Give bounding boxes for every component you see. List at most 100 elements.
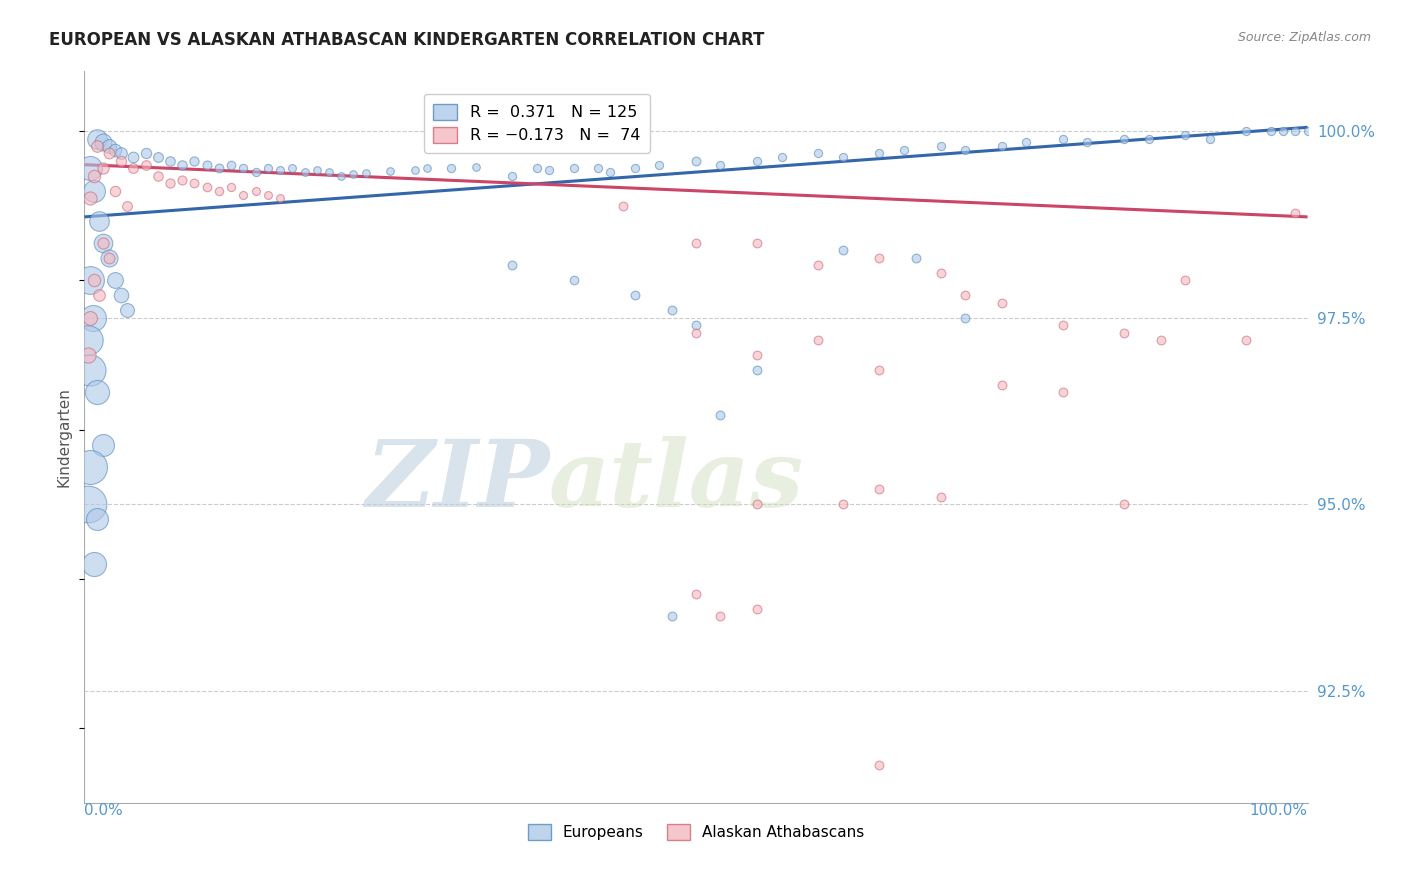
Point bbox=[91, 161, 114, 176]
Point bbox=[183, 153, 205, 168]
Point bbox=[305, 162, 328, 177]
Point bbox=[747, 235, 769, 250]
Point bbox=[79, 363, 101, 377]
Point bbox=[354, 166, 377, 180]
Point bbox=[747, 348, 769, 362]
Point bbox=[86, 512, 108, 526]
Point bbox=[869, 758, 891, 772]
Point bbox=[82, 310, 104, 325]
Point bbox=[245, 165, 267, 179]
Point bbox=[685, 587, 707, 601]
Point bbox=[1015, 135, 1038, 149]
Point bbox=[1284, 124, 1306, 138]
Point bbox=[115, 199, 138, 213]
Point bbox=[1150, 333, 1173, 347]
Point bbox=[747, 497, 769, 511]
Point bbox=[77, 348, 100, 362]
Point bbox=[416, 161, 439, 176]
Point bbox=[318, 165, 340, 179]
Point bbox=[172, 172, 194, 186]
Point bbox=[115, 303, 138, 318]
Point bbox=[257, 187, 280, 202]
Point bbox=[110, 153, 132, 168]
Point bbox=[869, 483, 891, 497]
Text: ZIP: ZIP bbox=[366, 436, 550, 526]
Point bbox=[661, 303, 683, 318]
Point bbox=[104, 143, 127, 157]
Point bbox=[1137, 131, 1160, 145]
Point bbox=[747, 153, 769, 168]
Point bbox=[770, 150, 793, 164]
Point bbox=[929, 490, 952, 504]
Point bbox=[330, 169, 353, 183]
Point bbox=[586, 161, 609, 176]
Point bbox=[1272, 124, 1295, 138]
Point bbox=[953, 288, 976, 302]
Point bbox=[648, 158, 671, 172]
Point bbox=[929, 139, 952, 153]
Point bbox=[624, 288, 647, 302]
Point bbox=[91, 437, 114, 451]
Point bbox=[269, 162, 291, 177]
Point bbox=[1114, 326, 1136, 340]
Point bbox=[1284, 206, 1306, 220]
Point bbox=[869, 251, 891, 265]
Point bbox=[91, 135, 114, 149]
Point bbox=[219, 158, 242, 172]
Point bbox=[526, 161, 548, 176]
Point bbox=[747, 601, 769, 615]
Point bbox=[86, 385, 108, 400]
Point bbox=[294, 165, 316, 179]
Point bbox=[1052, 385, 1074, 400]
Point bbox=[502, 169, 524, 183]
Point bbox=[929, 266, 952, 280]
Point bbox=[172, 158, 194, 172]
Point bbox=[146, 169, 169, 183]
Point bbox=[991, 295, 1014, 310]
Point bbox=[1236, 333, 1258, 347]
Point bbox=[709, 609, 731, 624]
Point bbox=[79, 191, 101, 205]
Text: 0.0%: 0.0% bbox=[84, 803, 124, 818]
Point bbox=[122, 150, 145, 164]
Point bbox=[612, 199, 634, 213]
Point bbox=[91, 235, 114, 250]
Point bbox=[1114, 131, 1136, 145]
Point bbox=[79, 310, 101, 325]
Point bbox=[991, 139, 1014, 153]
Point bbox=[893, 143, 915, 157]
Text: EUROPEAN VS ALASKAN ATHABASCAN KINDERGARTEN CORRELATION CHART: EUROPEAN VS ALASKAN ATHABASCAN KINDERGAR… bbox=[49, 31, 765, 49]
Point bbox=[110, 146, 132, 161]
Point bbox=[869, 363, 891, 377]
Point bbox=[195, 158, 218, 172]
Point bbox=[624, 161, 647, 176]
Point bbox=[195, 180, 218, 194]
Point bbox=[440, 161, 463, 176]
Point bbox=[245, 184, 267, 198]
Point bbox=[1198, 131, 1220, 145]
Point bbox=[83, 273, 105, 287]
Point bbox=[831, 497, 853, 511]
Point bbox=[1296, 124, 1319, 138]
Point bbox=[342, 167, 364, 181]
Point bbox=[232, 187, 254, 202]
Point bbox=[79, 161, 101, 176]
Point bbox=[97, 139, 120, 153]
Point bbox=[104, 184, 127, 198]
Text: atlas: atlas bbox=[550, 436, 804, 526]
Point bbox=[232, 161, 254, 176]
Point bbox=[159, 153, 181, 168]
Point bbox=[208, 184, 231, 198]
Point bbox=[86, 139, 108, 153]
Point bbox=[562, 273, 585, 287]
Point bbox=[1052, 131, 1074, 145]
Point bbox=[502, 259, 524, 273]
Point bbox=[599, 165, 621, 179]
Point bbox=[86, 131, 108, 145]
Point bbox=[747, 363, 769, 377]
Point bbox=[77, 497, 100, 511]
Point bbox=[83, 169, 105, 183]
Point bbox=[219, 180, 242, 194]
Point bbox=[905, 251, 928, 265]
Point bbox=[380, 164, 402, 178]
